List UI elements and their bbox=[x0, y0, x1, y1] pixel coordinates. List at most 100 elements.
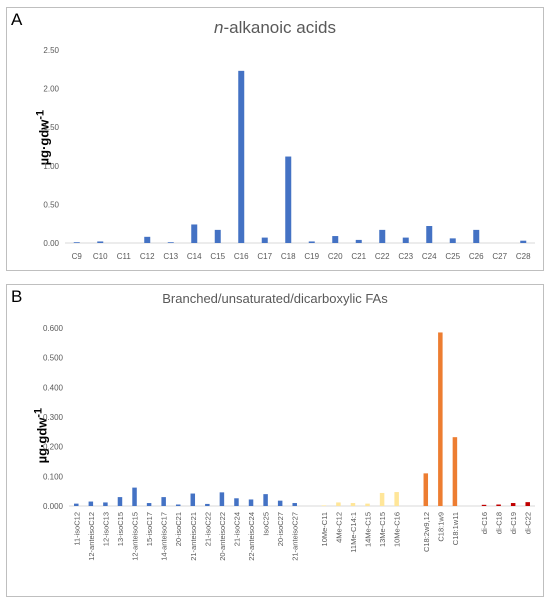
bar bbox=[308, 241, 315, 243]
bar bbox=[97, 241, 104, 243]
x-tick-label: C18:1w9 bbox=[436, 512, 445, 542]
chart-b-title: Branched/unsaturated/dicarboxylic FAs bbox=[162, 291, 388, 306]
x-tick-label: C10 bbox=[93, 252, 108, 261]
bar bbox=[402, 237, 409, 243]
x-tick-label: 11-isoC12 bbox=[72, 512, 81, 546]
x-tick-label: C21 bbox=[351, 252, 366, 261]
bar bbox=[525, 502, 530, 506]
x-tick-label: C16 bbox=[234, 252, 249, 261]
x-tick-label: C18:1w11 bbox=[451, 512, 460, 545]
bar bbox=[103, 502, 108, 506]
bar bbox=[332, 236, 339, 243]
y-tick-label: 1.00 bbox=[43, 162, 59, 171]
bar bbox=[321, 505, 327, 506]
x-tick-label: C27 bbox=[492, 252, 507, 261]
x-tick-label: 13-isoC15 bbox=[116, 512, 125, 546]
y-tick-label: 0.600 bbox=[43, 324, 64, 333]
bar bbox=[132, 487, 137, 506]
x-tick-label: C24 bbox=[422, 252, 437, 261]
bar bbox=[261, 237, 268, 243]
x-tick-label: 12-anteisoC12 bbox=[87, 512, 96, 561]
y-tick-label: 2.50 bbox=[43, 46, 59, 55]
bar bbox=[292, 503, 297, 506]
panel-b-letter: B bbox=[11, 287, 23, 306]
y-tick-label: 0.200 bbox=[43, 443, 64, 452]
x-tick-label: C25 bbox=[445, 252, 460, 261]
bar bbox=[336, 502, 341, 506]
x-tick-label: C15 bbox=[210, 252, 225, 261]
x-tick-label: C18 bbox=[281, 252, 296, 261]
x-tick-label: C19 bbox=[304, 252, 319, 261]
panel-a-letter: A bbox=[11, 10, 23, 29]
x-tick-label: C20 bbox=[328, 252, 343, 261]
y-tick-label: 0.50 bbox=[43, 200, 59, 209]
bar bbox=[219, 492, 225, 506]
x-tick-label: 10Me-C11 bbox=[320, 512, 329, 546]
bar bbox=[146, 503, 152, 506]
x-tick-label: 12-isoC13 bbox=[101, 512, 110, 546]
chart-a-plot: 0.00 0.50 1.00 1.50 2.00 2.50 C9 C10 C11 C12 C13 C1… bbox=[43, 46, 535, 261]
bar bbox=[394, 492, 399, 506]
bar bbox=[234, 498, 239, 506]
bar bbox=[449, 238, 456, 243]
bar bbox=[496, 504, 501, 506]
x-tick-label: di-C19 bbox=[509, 512, 518, 534]
x-tick-label: di-C18 bbox=[495, 512, 504, 534]
bar bbox=[214, 229, 221, 243]
bar bbox=[438, 332, 443, 506]
bar bbox=[205, 503, 210, 506]
bar bbox=[473, 229, 480, 243]
bar bbox=[161, 497, 166, 506]
x-tick-label: C26 bbox=[469, 252, 484, 261]
y-tick-label: 0.500 bbox=[43, 354, 64, 363]
bar bbox=[248, 499, 254, 506]
x-tick-label: C12 bbox=[140, 252, 155, 261]
bar bbox=[365, 503, 370, 506]
bar bbox=[277, 500, 283, 506]
bar bbox=[520, 240, 527, 243]
bar bbox=[117, 497, 123, 506]
bar bbox=[263, 494, 268, 506]
x-tick-label: C18:2w9,12 bbox=[422, 512, 431, 552]
bar bbox=[426, 226, 433, 243]
bar bbox=[175, 504, 181, 506]
y-tick-label: 0.100 bbox=[43, 472, 64, 481]
x-tick-label: 12-anteisoC15 bbox=[131, 512, 140, 561]
x-tick-label: 20-isoC21 bbox=[174, 512, 183, 546]
bar bbox=[350, 503, 356, 506]
y-tick-label: 2.00 bbox=[43, 85, 59, 94]
x-tick-label: 20-isoC27 bbox=[276, 512, 285, 546]
x-tick-label: C9 bbox=[72, 252, 83, 261]
x-tick-label: 11Me-C14:1 bbox=[349, 512, 358, 553]
bar bbox=[167, 242, 174, 243]
x-tick-label: di-C22 bbox=[524, 512, 533, 534]
x-tick-label: 14Me-C15 bbox=[364, 512, 373, 547]
bar bbox=[74, 503, 79, 506]
y-tick-label: 1.50 bbox=[43, 123, 59, 132]
x-tick-label: 14-anteisoC17 bbox=[160, 512, 169, 561]
bar bbox=[190, 493, 196, 506]
x-tick-label: C28 bbox=[516, 252, 531, 261]
bar bbox=[88, 501, 94, 506]
bar bbox=[238, 70, 245, 244]
x-tick-label: 21-anteisoC21 bbox=[189, 512, 198, 561]
x-tick-label: 4Me-C12 bbox=[334, 512, 343, 543]
chart-a-title: n-alkanoic acids bbox=[7, 18, 543, 38]
bar bbox=[379, 492, 385, 506]
x-tick-label: C13 bbox=[163, 252, 178, 261]
chart-a-title-text: -alkanoic acids bbox=[223, 18, 336, 37]
x-tick-label: 21-isoC24 bbox=[232, 512, 241, 546]
bar bbox=[144, 236, 151, 243]
x-tick-label: 21-isoC22 bbox=[203, 512, 212, 546]
panel-b: B Branched/unsaturated/dicarboxylic FAs … bbox=[6, 284, 544, 597]
bar bbox=[73, 242, 80, 243]
chart-a-title-italic: n bbox=[214, 18, 224, 37]
x-tick-label: 22-anteisoC24 bbox=[247, 512, 256, 561]
y-tick-label: 0.400 bbox=[43, 383, 64, 392]
y-tick-label: 0.00 bbox=[43, 239, 59, 248]
bar bbox=[423, 473, 429, 506]
x-tick-label: C23 bbox=[398, 252, 413, 261]
bar bbox=[191, 224, 198, 243]
bar bbox=[355, 239, 362, 243]
bar bbox=[510, 503, 516, 506]
